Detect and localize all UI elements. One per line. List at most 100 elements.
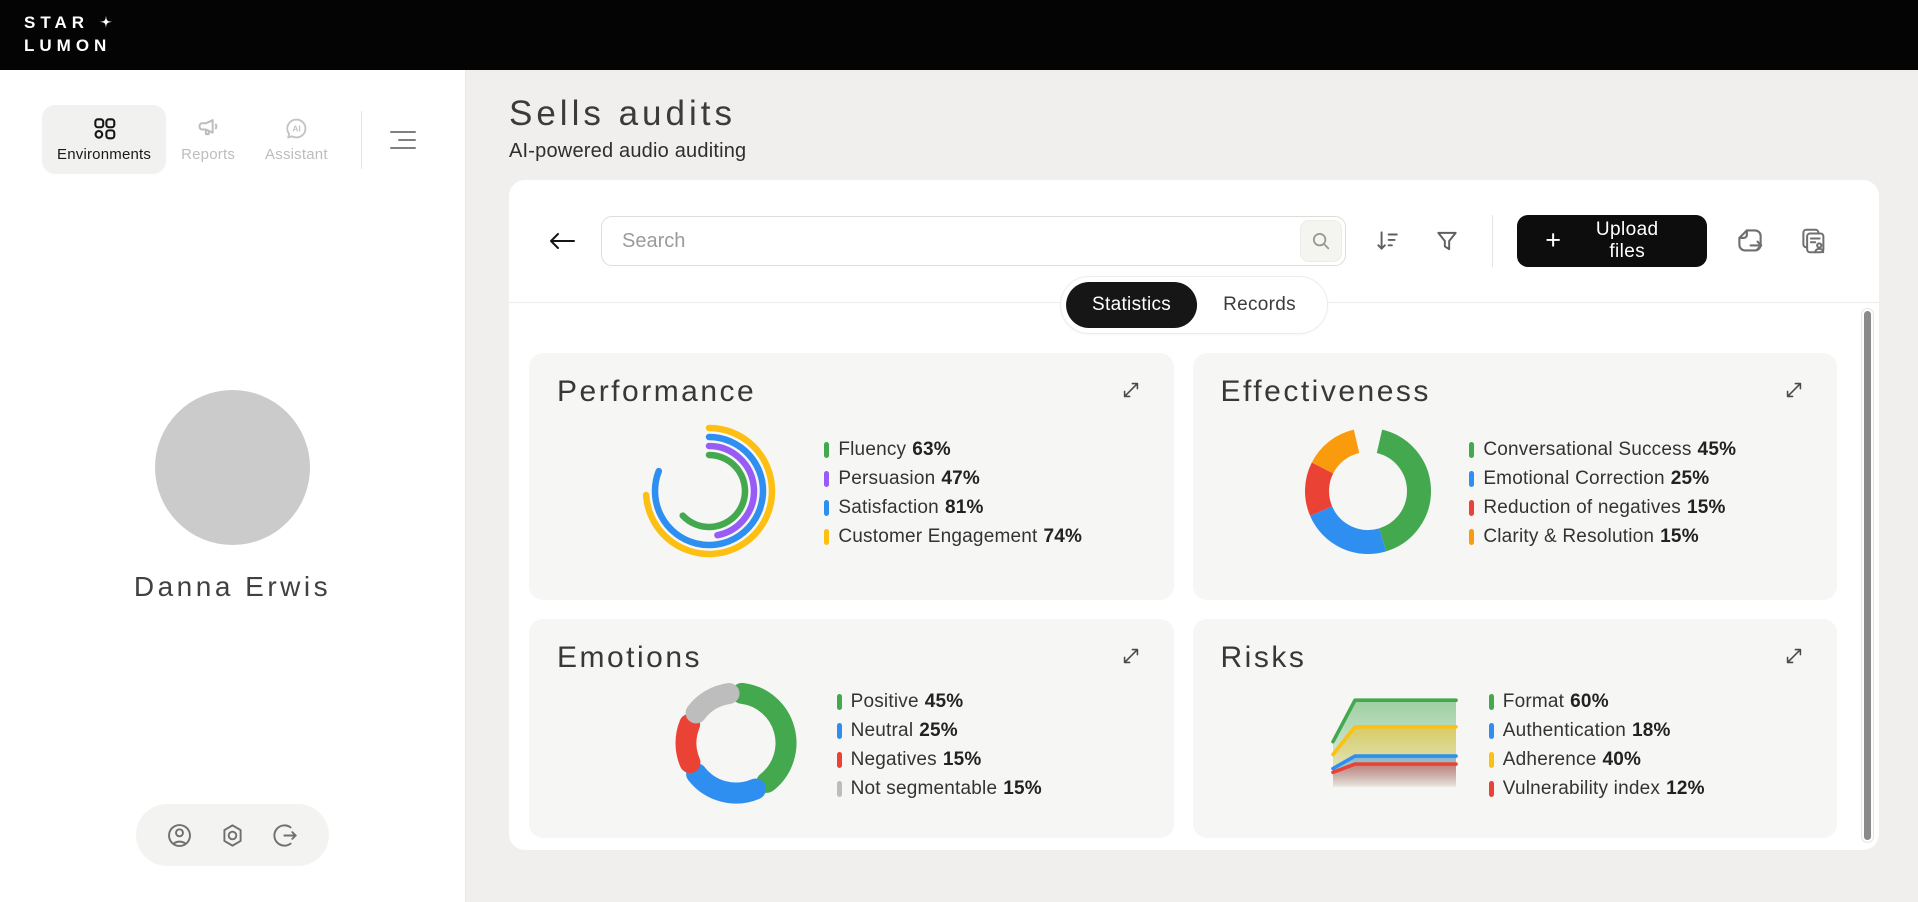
sidebar-item-reports[interactable]: Reports: [166, 105, 250, 174]
tab-records[interactable]: Records: [1197, 282, 1322, 328]
legend-label: Not segmentable: [850, 778, 998, 799]
legend-item: Negatives 15%: [836, 749, 1042, 771]
avatar[interactable]: [155, 390, 310, 545]
legend-item: Vulnerability index 12%: [1488, 778, 1705, 800]
content-panel: + Upload files: [509, 180, 1879, 850]
legend-label: Fluency: [838, 439, 907, 460]
emotions-chart: [661, 668, 811, 823]
filter-button[interactable]: [1428, 222, 1466, 260]
plus-icon: +: [1545, 224, 1562, 255]
legend-tick: [1488, 781, 1494, 797]
legend-item: Emotional Correction 25%: [1469, 468, 1736, 490]
card-title: Emotions: [557, 641, 703, 674]
card-emotions: Emotions Positive 45% Neutral 25% Negatives 1…: [529, 619, 1174, 838]
legend-value: 15%: [1660, 526, 1699, 547]
sidebar-item-assistant[interactable]: AI Assistant: [250, 105, 343, 174]
search-container: [601, 216, 1347, 266]
performance-chart: [620, 402, 798, 585]
sort-button[interactable]: [1368, 222, 1406, 260]
legend-item: Clarity & Resolution 15%: [1469, 526, 1736, 548]
export-button[interactable]: [1729, 220, 1771, 262]
card-title: Risks: [1220, 641, 1307, 674]
legend-tick: [1469, 500, 1475, 516]
legend-item: Fluency 63%: [824, 439, 1082, 461]
expand-button[interactable]: [1779, 641, 1809, 671]
legend-label: Conversational Success: [1483, 439, 1692, 460]
legend-label: Persuasion: [838, 468, 936, 489]
search-button[interactable]: [1300, 220, 1343, 262]
sidebar-nav: Environments Reports AI Assistant: [0, 105, 422, 174]
legend-tick: [824, 471, 830, 487]
emotions-legend: Positive 45% Neutral 25% Negatives 15% Not seg…: [836, 691, 1042, 800]
tab-statistics[interactable]: Statistics: [1066, 282, 1198, 328]
legend-tick: [1469, 471, 1475, 487]
account-icon[interactable]: [166, 822, 193, 849]
performance-legend: Fluency 63% Persuasion 47% Satisfaction 81% Cu…: [824, 439, 1082, 548]
search-input[interactable]: [601, 216, 1347, 266]
expand-button[interactable]: [1116, 375, 1146, 405]
back-button[interactable]: [547, 229, 577, 253]
nav-divider: [360, 110, 362, 169]
card-title: Effectiveness: [1220, 375, 1431, 408]
expand-button[interactable]: [1116, 641, 1146, 671]
legend-label: Negatives: [850, 749, 937, 770]
legend-tick: [824, 500, 830, 516]
megaphone-icon: [198, 119, 217, 136]
file-export-icon: [1738, 229, 1763, 252]
logo-line1: STAR: [24, 13, 90, 33]
legend-value: 25%: [919, 720, 958, 741]
legend-item: Format 60%: [1488, 691, 1705, 713]
legend-tick: [1469, 442, 1475, 458]
legend-value: 63%: [912, 439, 951, 460]
sidebar-footer: [136, 804, 329, 866]
legend-tick: [836, 694, 842, 710]
card-title: Performance: [557, 375, 757, 408]
effectiveness-legend: Conversational Success 45% Emotional Corre…: [1469, 439, 1736, 548]
legend-label: Customer Engagement: [838, 526, 1038, 547]
sidebar-item-label: Environments: [57, 146, 152, 163]
legend-label: Neutral: [850, 720, 914, 741]
settings-icon[interactable]: [219, 822, 246, 849]
scrollbar-thumb[interactable]: [1864, 311, 1871, 840]
legend-label: Vulnerability index: [1502, 778, 1661, 799]
menu-icon[interactable]: [384, 125, 422, 155]
scrollbar-track[interactable]: [1861, 308, 1874, 843]
legend-item: Reduction of negatives 15%: [1469, 497, 1736, 519]
legend-label: Clarity & Resolution: [1483, 526, 1655, 547]
svg-text:AI: AI: [292, 124, 300, 134]
page-title: Sells audits: [509, 94, 736, 133]
upload-files-button[interactable]: + Upload files: [1517, 215, 1707, 267]
grid-icon: [93, 118, 115, 140]
legend-item: Adherence 40%: [1488, 749, 1705, 771]
logout-icon[interactable]: [272, 822, 299, 849]
legend-value: 12%: [1666, 778, 1705, 799]
legend-tick: [836, 781, 842, 797]
legend-label: Reduction of negatives: [1483, 497, 1682, 518]
legend-value: 74%: [1043, 526, 1083, 547]
view-tabs: Statistics Records: [1060, 276, 1328, 334]
card-risks: Risks Format 60% Authentication 18% Adherenc…: [1192, 619, 1837, 838]
legend-value: 60%: [1570, 691, 1609, 712]
filter-icon: [1437, 231, 1457, 251]
copy-report-button[interactable]: [1793, 220, 1835, 262]
effectiveness-chart: [1293, 416, 1443, 571]
legend-item: Not segmentable 15%: [836, 778, 1042, 800]
main-content: Sells audits AI-powered audio auditing: [466, 70, 1918, 902]
legend-label: Positive: [850, 691, 919, 712]
toolbar: + Upload files: [509, 180, 1879, 303]
legend-value: 25%: [1670, 468, 1710, 489]
legend-tick: [836, 723, 842, 739]
legend-value: 15%: [942, 749, 982, 770]
legend-label: Satisfaction: [838, 497, 939, 518]
legend-item: Neutral 25%: [836, 720, 1042, 742]
risks-legend: Format 60% Authentication 18% Adherence 40% Vu…: [1488, 691, 1705, 800]
legend-item: Authentication 18%: [1488, 720, 1705, 742]
legend-item: Satisfaction 81%: [824, 497, 1082, 519]
toolbar-divider: [1492, 215, 1494, 267]
expand-icon: [1786, 382, 1802, 398]
sidebar-item-environments[interactable]: Environments: [42, 105, 167, 174]
expand-button[interactable]: [1779, 375, 1809, 405]
legend-tick: [1469, 529, 1475, 545]
expand-icon: [1123, 382, 1138, 398]
expand-icon: [1786, 648, 1802, 664]
